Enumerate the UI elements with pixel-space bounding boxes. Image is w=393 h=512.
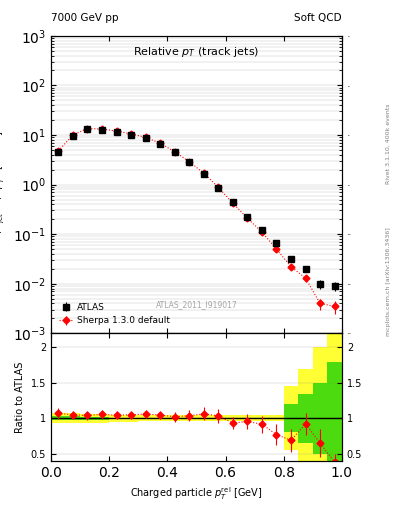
Bar (240, 415, 255, 421)
Bar (226, 415, 240, 421)
Bar (284, 387, 298, 450)
Bar (138, 415, 153, 421)
Bar (95, 417, 109, 420)
Bar (226, 418, 240, 419)
Bar (95, 414, 109, 422)
Bar (167, 415, 182, 421)
Bar (327, 361, 342, 475)
Bar (269, 418, 284, 419)
Bar (80, 417, 95, 420)
Bar (298, 369, 313, 468)
Y-axis label: $1/N_{\rm jet}\,dN/dp_T^{\rm rel}$ [GeV$^{-1}$]: $1/N_{\rm jet}\,dN/dp_T^{\rm rel}$ [GeV$… (0, 130, 7, 239)
Bar (153, 418, 167, 419)
Bar (138, 418, 153, 419)
X-axis label: Charged particle $p_T^{\rm rel}$ [GeV]: Charged particle $p_T^{\rm rel}$ [GeV] (130, 485, 263, 502)
Bar (255, 415, 269, 421)
Bar (153, 415, 167, 421)
Bar (298, 394, 313, 443)
Text: mcplots.cern.ch [arXiv:1306.3436]: mcplots.cern.ch [arXiv:1306.3436] (386, 227, 391, 336)
Text: 7000 GeV pp: 7000 GeV pp (51, 13, 119, 23)
Bar (109, 415, 124, 422)
Text: Soft QCD: Soft QCD (294, 13, 342, 23)
Y-axis label: Ratio to ATLAS: Ratio to ATLAS (15, 361, 25, 433)
Bar (182, 418, 196, 419)
Bar (51, 413, 66, 423)
Bar (327, 312, 342, 512)
Bar (313, 348, 327, 489)
Text: Rivet 3.1.10, 400k events: Rivet 3.1.10, 400k events (386, 103, 391, 184)
Bar (196, 415, 211, 421)
Bar (109, 418, 124, 419)
Bar (196, 418, 211, 419)
Bar (313, 383, 327, 454)
Bar (211, 415, 226, 421)
Bar (66, 416, 80, 420)
Bar (80, 414, 95, 422)
Bar (66, 413, 80, 423)
Text: Relative $p_T$ (track jets): Relative $p_T$ (track jets) (133, 45, 260, 59)
Bar (255, 418, 269, 419)
Bar (124, 418, 138, 419)
Text: ATLAS_2011_I919017: ATLAS_2011_I919017 (156, 301, 237, 310)
Bar (182, 415, 196, 421)
Legend: ATLAS, Sherpa 1.3.0 default: ATLAS, Sherpa 1.3.0 default (55, 299, 174, 329)
Bar (211, 418, 226, 419)
Bar (269, 415, 284, 421)
Bar (284, 404, 298, 433)
Bar (240, 418, 255, 419)
Bar (167, 418, 182, 419)
Bar (124, 415, 138, 422)
Bar (51, 416, 66, 420)
